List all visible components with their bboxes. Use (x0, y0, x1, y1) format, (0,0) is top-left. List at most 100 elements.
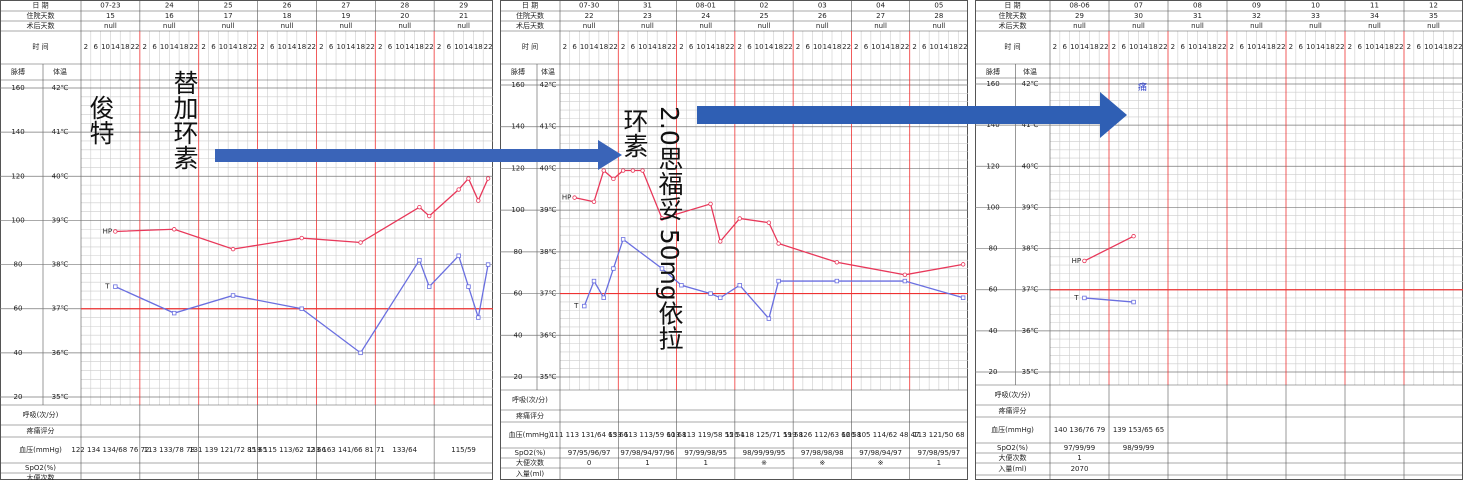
time-label: 22 (842, 43, 851, 51)
time-label: 22 (1100, 43, 1109, 51)
cell-text: 113 113 119/58 55 54 (667, 431, 746, 439)
col-label: 体温 (1023, 67, 1037, 76)
row-label: 住院天数 (516, 11, 544, 20)
time-label: 2 (1053, 43, 1057, 51)
col-label: 脉搏 (511, 67, 525, 76)
cell-text: 97/99/99 (1064, 444, 1095, 452)
cell-text: null (1250, 22, 1263, 30)
row-label: 日 期 (522, 2, 538, 10)
pulse-tick-label: 140 (11, 128, 24, 136)
time-label: 22 (900, 43, 909, 51)
temp-tick-label: 42℃ (1022, 80, 1039, 88)
time-label: 18 (658, 43, 667, 51)
pulse-point (902, 272, 908, 277)
temperature-point (766, 316, 772, 321)
time-label: 2 (260, 43, 264, 51)
cell-text: 08 (1193, 2, 1202, 10)
row-label: SpO2(%) (515, 449, 546, 457)
temperature-point (476, 315, 481, 320)
cell-text: 31 (643, 2, 652, 10)
arrow-body (215, 149, 600, 162)
time-label: 2 (378, 43, 382, 51)
cell-text: null (339, 22, 352, 30)
annotation: 俊特 (86, 95, 115, 145)
pulse-tick-label: 100 (511, 206, 524, 214)
row-label: 呼吸(次/分) (23, 410, 59, 419)
time-label: 22 (1277, 43, 1286, 51)
time-label: 18 (949, 43, 958, 51)
time-label: 14 (1316, 43, 1325, 51)
cell-text: null (1191, 22, 1204, 30)
arrows (215, 92, 1127, 170)
pulse-point (708, 201, 713, 207)
cell-text: 33 (1311, 12, 1320, 20)
col-label: 体温 (541, 67, 555, 76)
time-label: 2 (912, 43, 916, 51)
cell-text: 1 (645, 459, 649, 467)
time-label: 18 (832, 43, 841, 51)
cell-text: 25 (224, 2, 233, 10)
temp-tick-label: 37℃ (1022, 286, 1039, 294)
time-label: 2 (1348, 43, 1352, 51)
pulse-tick-label: 120 (986, 162, 999, 170)
row-label: 日 期 (1004, 2, 1020, 10)
cell-text: 18 (283, 12, 292, 20)
temperature-point (456, 253, 461, 258)
time-label: 18 (297, 43, 306, 51)
pulse-point (737, 216, 742, 221)
time-label: 6 (1417, 43, 1422, 51)
pulse-point (601, 168, 606, 173)
temp-tick-label: 36℃ (1022, 327, 1039, 335)
temp-tick-label: 42℃ (52, 84, 69, 92)
cell-text: 09 (1252, 2, 1261, 10)
row-label: 入量(ml) (516, 470, 544, 478)
temp-tick-label: 40℃ (52, 172, 69, 180)
cell-text: null (1427, 22, 1440, 30)
cell-text: null (281, 22, 294, 30)
time-label: 10 (219, 43, 228, 51)
cell-text: 16 (165, 12, 174, 20)
temperature-point (679, 283, 684, 288)
time-label: 10 (871, 43, 880, 51)
time-label: 6 (631, 43, 636, 51)
time-label: 22 (248, 43, 257, 51)
pulse-point (358, 240, 363, 245)
pulse-point (630, 168, 636, 173)
cell-text: 0 (587, 459, 591, 467)
temperature-tag: T (1073, 294, 1079, 302)
cell-text: 02 (760, 2, 769, 10)
time-label: 10 (395, 43, 404, 51)
temperature-point (582, 303, 587, 309)
temp-tick-label: 38℃ (540, 248, 557, 256)
time-label: 22 (1218, 43, 1227, 51)
time-label: 14 (1198, 43, 1207, 51)
time-label: 6 (1240, 43, 1245, 51)
time-label: 22 (1336, 43, 1345, 51)
pulse-tick-label: 120 (511, 164, 524, 172)
time-label: 10 (696, 43, 705, 51)
temperature-point (659, 266, 665, 271)
time-label: 18 (599, 43, 608, 51)
cell-text: null (1132, 22, 1145, 30)
row-label: SpO2(%) (25, 464, 56, 472)
time-label: 18 (1149, 43, 1158, 51)
cell-text: 1 (1077, 454, 1081, 462)
time-label: 10 (813, 43, 822, 51)
time-label: 14 (764, 43, 773, 51)
row-label: 疼痛评分 (999, 406, 1027, 415)
panel-frame (500, 0, 968, 480)
time-label: 18 (474, 43, 483, 51)
cell-text: 07-23 (100, 2, 120, 10)
time-label: 10 (278, 43, 287, 51)
pulse-line (1084, 235, 1134, 262)
cell-text: null (1368, 22, 1381, 30)
time-label: 10 (160, 43, 169, 51)
pulse-tick-label: 100 (986, 203, 999, 211)
temperature-point (113, 284, 118, 289)
time-label: 18 (356, 43, 365, 51)
cell-text: 131 139 121/72 85 65 (189, 446, 267, 454)
pulse-point (659, 216, 665, 221)
time-label: 14 (881, 43, 890, 51)
cell-text: 27 (876, 12, 885, 20)
